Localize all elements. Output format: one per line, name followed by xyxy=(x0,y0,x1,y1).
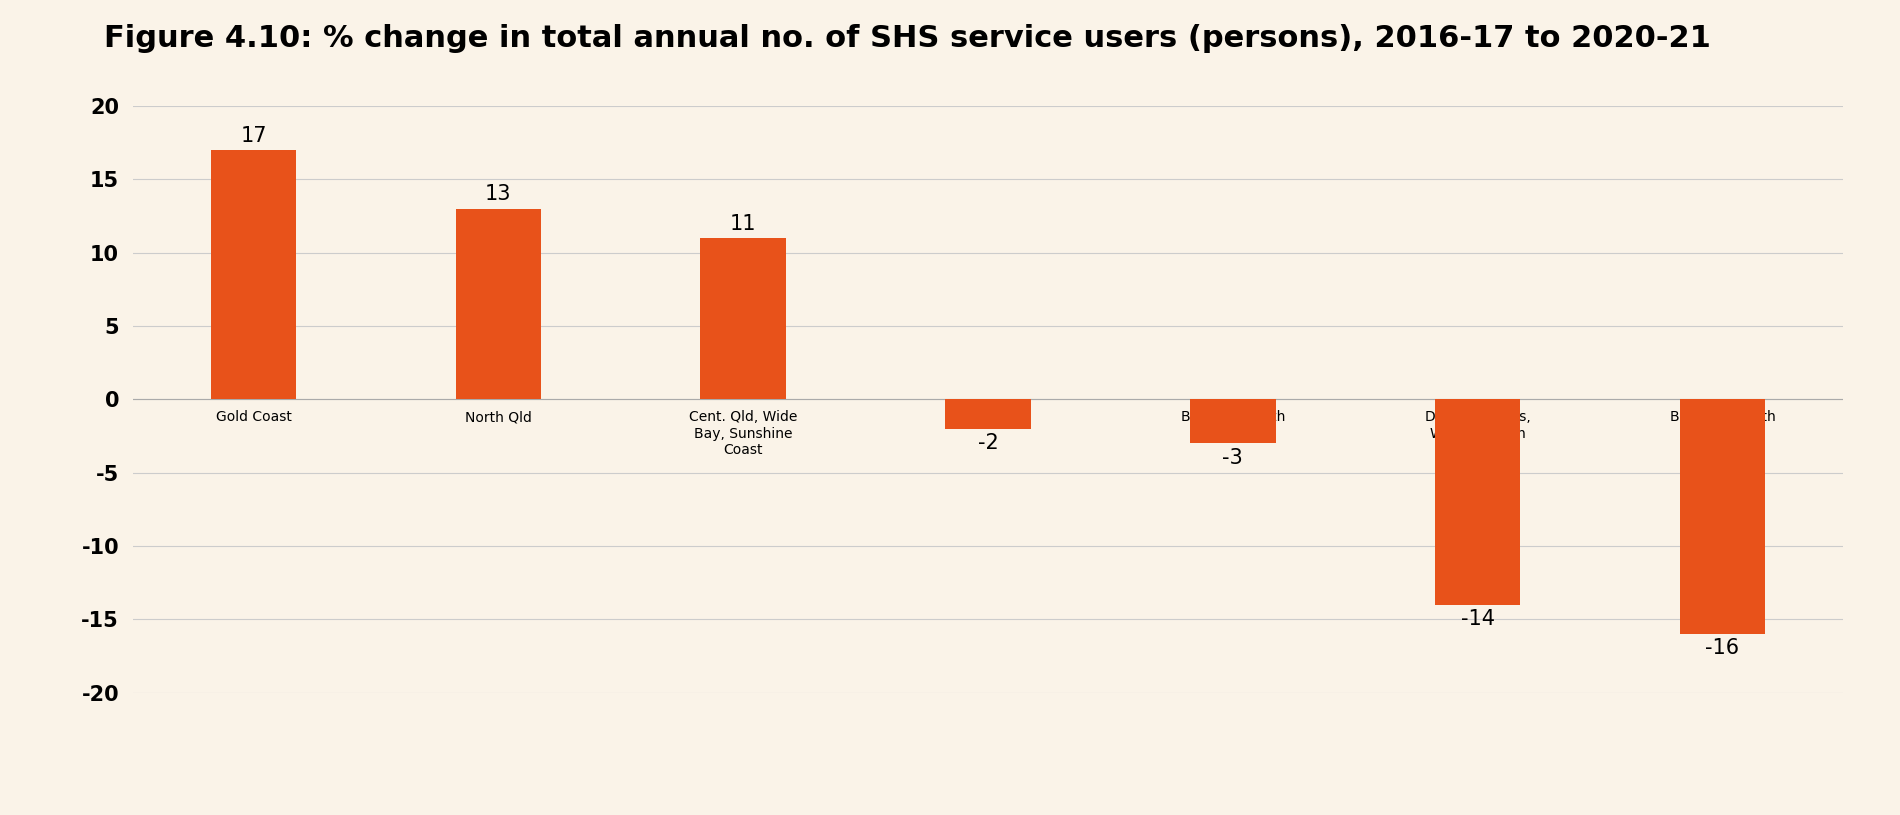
Bar xyxy=(1434,399,1520,605)
Text: 17: 17 xyxy=(239,126,266,146)
Text: -3: -3 xyxy=(1222,447,1243,468)
Bar xyxy=(944,399,1032,429)
Text: Figure 4.10: % change in total annual no. of SHS service users (persons), 2016-1: Figure 4.10: % change in total annual no… xyxy=(104,24,1712,54)
Text: -16: -16 xyxy=(1706,638,1740,659)
Text: 13: 13 xyxy=(484,184,511,205)
Bar xyxy=(701,238,787,399)
Bar xyxy=(456,209,542,399)
Bar xyxy=(211,150,296,399)
Bar xyxy=(1189,399,1275,443)
Text: 11: 11 xyxy=(730,214,756,234)
Text: -2: -2 xyxy=(978,433,998,453)
Bar xyxy=(1680,399,1765,634)
Text: -14: -14 xyxy=(1461,609,1495,629)
